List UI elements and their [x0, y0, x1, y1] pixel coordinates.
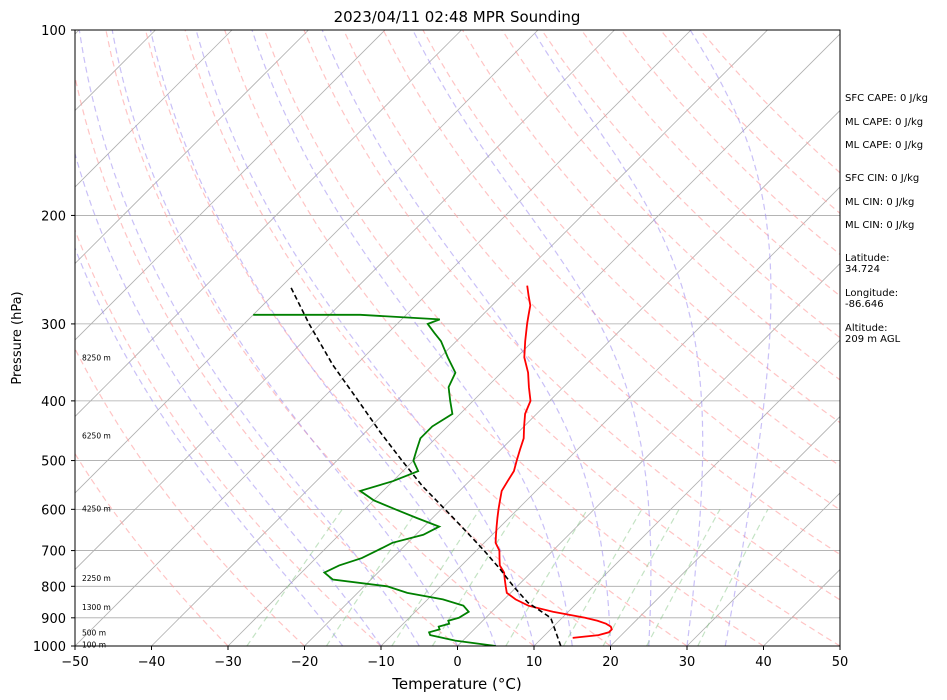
x-tick-label: −10	[367, 655, 394, 670]
isotherm-line	[75, 30, 539, 494]
x-tick-label: −40	[138, 655, 165, 670]
isotherm-line	[304, 109, 840, 646]
height-label: 4250 m	[82, 504, 111, 513]
longitude-label: Longitude: -86.646	[845, 288, 899, 310]
moist-adiabat-line	[532, 30, 704, 646]
sfc-cape-label: SFC CAPE: 0 J/kg	[845, 93, 928, 104]
y-tick-label: 800	[41, 580, 66, 595]
y-tick-label: 100	[41, 24, 66, 39]
temperature-trace	[494, 285, 613, 639]
height-label: 500 m	[82, 628, 106, 637]
y-tick-label: 200	[41, 209, 66, 224]
altitude-label: Altitude: 209 m AGL	[845, 323, 901, 345]
y-tick-label: 300	[41, 318, 66, 333]
x-tick-label: 0	[453, 655, 461, 670]
height-labels: 100 m 500 m 1300 m 2250 m 4250 m 6250 m 8250 m	[82, 353, 111, 649]
moist-adiabat-line	[251, 30, 573, 646]
mixing-ratio-line	[325, 508, 419, 646]
x-tick-label: 10	[526, 655, 543, 670]
isotherm-line	[75, 30, 233, 188]
mixing-ratio-line	[391, 508, 481, 646]
x-tick-label: 30	[679, 655, 696, 670]
x-tick-label: −50	[61, 655, 88, 670]
x-tick-label: 20	[602, 655, 619, 670]
mixing-ratio-line	[562, 508, 643, 646]
x-tick-label: 50	[832, 655, 849, 670]
moist-adiabat-line	[75, 246, 344, 646]
background-lines	[0, 30, 840, 646]
dry-adiabat-line	[105, 30, 535, 646]
dry-adiabat-line	[303, 30, 840, 601]
y-axis-label: Pressure (hPa)	[10, 291, 25, 384]
y-tick-label: 700	[41, 545, 66, 560]
moist-adiabat-line	[111, 30, 459, 646]
parcel-trace	[289, 285, 562, 646]
isotherm-line	[227, 33, 840, 646]
latitude-label: Latitude: 34.724	[845, 253, 890, 275]
isotherm-line	[151, 30, 768, 646]
moist-adiabat-line	[689, 30, 772, 646]
mixing-ratio-line	[602, 509, 680, 646]
ml-cin-label: ML CIN: 0 J/kg	[845, 197, 915, 208]
mixing-ratio-line	[431, 508, 519, 646]
dry-adiabat-line	[184, 30, 688, 646]
dry-adiabat-line	[144, 30, 611, 646]
mixing-ratio-line	[246, 508, 343, 646]
x-tick-label: 40	[755, 655, 772, 670]
dry-adiabat-line	[75, 452, 229, 646]
isotherm-line	[75, 30, 309, 265]
mixing-ratio-line	[505, 508, 588, 646]
y-tick-label: 1000	[33, 640, 66, 655]
y-tick-label: 500	[41, 455, 66, 470]
x-tick-label: −30	[214, 655, 241, 670]
isotherm-line	[610, 415, 840, 646]
isotherm-line	[380, 186, 840, 646]
chart-title: 2023/04/11 02:48 MPR Sounding	[334, 8, 581, 26]
dry-adiabat-line	[343, 30, 840, 556]
height-label: 1300 m	[82, 603, 111, 612]
dry-adiabat-line	[580, 30, 840, 297]
mixing-ratio-line	[697, 509, 769, 646]
sounding-traces	[253, 285, 613, 646]
height-label: 100 m	[82, 640, 106, 649]
axes: −50 −40 −30 −20 −10 0 10 20 30 40 50 1000 900 800 700 6…	[33, 24, 848, 670]
dry-adiabat-line	[263, 30, 840, 646]
dry-adiabat-line	[75, 228, 382, 646]
mixing-ratio-line	[646, 509, 721, 646]
moist-adiabat-line	[321, 30, 612, 646]
sfc-cin-label: SFC CIN: 0 J/kg	[845, 173, 920, 184]
height-label: 2250 m	[82, 574, 111, 583]
ml-cape-label-2: ML CAPE: 0 J/kg	[845, 140, 924, 151]
dry-adiabat-line	[224, 30, 764, 646]
dry-adiabat-line	[75, 74, 458, 646]
x-axis-label: Temperature (°C)	[391, 675, 521, 693]
moist-adiabat-line	[412, 30, 652, 646]
isotherm-line	[75, 30, 462, 418]
moist-adiabat-line	[78, 30, 420, 646]
isotherm-line	[533, 339, 840, 646]
dewpoint-trace	[253, 313, 496, 646]
plot-frame	[74, 29, 841, 647]
y-tick-label: 400	[41, 395, 66, 410]
ml-cape-label: ML CAPE: 0 J/kg	[845, 117, 924, 128]
isotherm-line	[75, 30, 615, 571]
y-tick-label: 600	[41, 503, 66, 518]
moist-adiabat-line	[75, 151, 382, 646]
isotherm-line	[75, 30, 386, 341]
moist-adiabat-line	[149, 30, 497, 646]
isotherm-line	[457, 262, 840, 646]
dry-adiabat-line	[422, 30, 840, 467]
moist-adiabat-line	[195, 30, 535, 646]
height-label: 6250 m	[82, 431, 111, 440]
y-tick-label: 900	[41, 612, 66, 627]
isotherm-line	[686, 492, 840, 646]
x-tick-label: −20	[291, 655, 318, 670]
isotherm-line	[0, 30, 3, 646]
isotherm-line	[75, 30, 692, 646]
ml-cin-label-2: ML CIN: 0 J/kg	[845, 220, 915, 231]
dry-adiabat-line	[75, 347, 305, 646]
height-label: 8250 m	[82, 353, 111, 362]
dry-adiabat-line	[382, 30, 840, 511]
